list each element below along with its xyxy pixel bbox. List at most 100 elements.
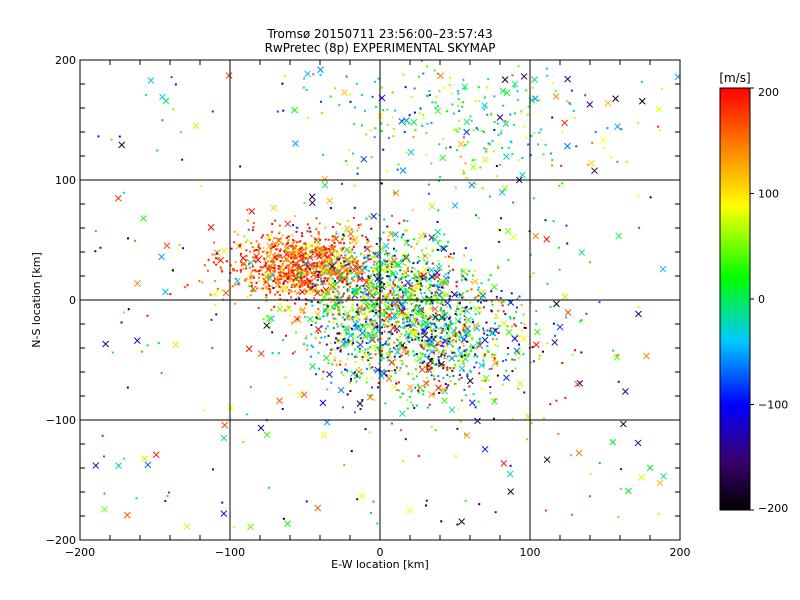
- scatter-point: [269, 269, 272, 272]
- scatter-point: [447, 276, 450, 279]
- scatter-point: [562, 185, 565, 188]
- scatter-point: [399, 359, 402, 362]
- scatter-point: [456, 523, 459, 526]
- scatter-point: [160, 371, 163, 374]
- scatter-point: [538, 354, 541, 357]
- scatter-point: [348, 260, 351, 263]
- scatter-point: [391, 91, 394, 94]
- scatter-point: [394, 379, 397, 382]
- scatter-point: [257, 306, 260, 309]
- scatter-point: [320, 246, 323, 249]
- scatter-point: [402, 294, 405, 297]
- scatter-point: [450, 336, 453, 339]
- scatter-point: [388, 317, 391, 320]
- scatter-point: [472, 393, 475, 396]
- scatter-point: [301, 284, 304, 287]
- scatter-point: [493, 358, 496, 361]
- scatter-cross: [270, 204, 278, 212]
- scatter-cross: [394, 348, 402, 356]
- scatter-cross: [451, 337, 458, 345]
- scatter-point: [466, 373, 469, 376]
- scatter-point: [480, 282, 483, 285]
- scatter-point: [489, 274, 492, 277]
- scatter-point: [444, 326, 447, 329]
- scatter-cross: [655, 105, 663, 113]
- scatter-point: [404, 285, 407, 288]
- scatter-point: [531, 346, 534, 349]
- scatter-point: [325, 308, 328, 311]
- scatter-point: [266, 287, 269, 290]
- scatter-point: [417, 300, 420, 303]
- scatter-point: [410, 390, 413, 393]
- scatter-point: [431, 249, 434, 252]
- scatter-cross: [158, 253, 165, 261]
- scatter-point: [345, 299, 348, 302]
- scatter-point: [560, 164, 563, 167]
- scatter-point: [408, 122, 411, 125]
- scatter-point: [431, 307, 434, 310]
- scatter-point: [315, 274, 318, 277]
- scatter-point: [305, 257, 308, 260]
- scatter-point: [285, 236, 288, 239]
- scatter-point: [349, 268, 352, 271]
- scatter-point: [240, 261, 243, 264]
- scatter-point: [620, 128, 623, 131]
- scatter-point: [290, 296, 293, 299]
- scatter-point: [394, 304, 397, 307]
- scatter-point: [318, 253, 321, 256]
- scatter-point: [343, 346, 346, 349]
- scatter-point: [369, 356, 372, 359]
- scatter-point: [279, 303, 282, 306]
- scatter-point: [310, 272, 313, 275]
- scatter-point: [408, 286, 411, 289]
- scatter-cross: [478, 362, 486, 369]
- scatter-cross: [511, 335, 519, 342]
- scatter-point: [427, 355, 430, 358]
- scatter-point: [433, 284, 436, 287]
- scatter-point: [325, 343, 328, 346]
- scatter-point: [383, 259, 386, 262]
- scatter-point: [386, 263, 389, 266]
- scatter-point: [444, 383, 447, 386]
- scatter-point: [262, 277, 265, 280]
- scatter-cross: [638, 97, 646, 105]
- scatter-point: [384, 249, 387, 252]
- scatter-point: [256, 270, 259, 273]
- scatter-point: [363, 267, 366, 270]
- scatter-point: [351, 290, 354, 293]
- scatter-point: [402, 253, 405, 256]
- scatter-point: [361, 277, 364, 280]
- scatter-point: [472, 321, 475, 324]
- scatter-point: [385, 340, 388, 343]
- scatter-point: [345, 269, 348, 272]
- scatter-point: [453, 329, 456, 332]
- scatter-point: [456, 305, 459, 308]
- scatter-point: [367, 275, 370, 278]
- scatter-point: [310, 287, 313, 290]
- scatter-point: [383, 310, 386, 313]
- scatter-cross: [313, 251, 321, 258]
- scatter-cross: [468, 399, 476, 407]
- scatter-point: [462, 101, 465, 104]
- scatter-point: [377, 310, 380, 313]
- scatter-point: [447, 325, 450, 328]
- scatter-point: [397, 339, 400, 342]
- scatter-point: [303, 242, 306, 245]
- scatter-point: [440, 344, 443, 347]
- scatter-point: [464, 334, 467, 337]
- scatter-point: [579, 320, 582, 323]
- scatter-point: [266, 281, 269, 284]
- scatter-point: [146, 314, 149, 317]
- scatter-point: [301, 258, 304, 261]
- scatter-point: [390, 263, 393, 266]
- scatter-point: [312, 73, 315, 76]
- scatter-point: [345, 331, 348, 334]
- scatter-point: [317, 232, 320, 235]
- scatter-point: [378, 293, 381, 296]
- scatter-point: [439, 326, 442, 329]
- scatter-point: [355, 262, 358, 265]
- scatter-point: [269, 275, 272, 278]
- scatter-point: [427, 192, 430, 195]
- scatter-point: [391, 287, 394, 290]
- scatter-point: [441, 286, 444, 289]
